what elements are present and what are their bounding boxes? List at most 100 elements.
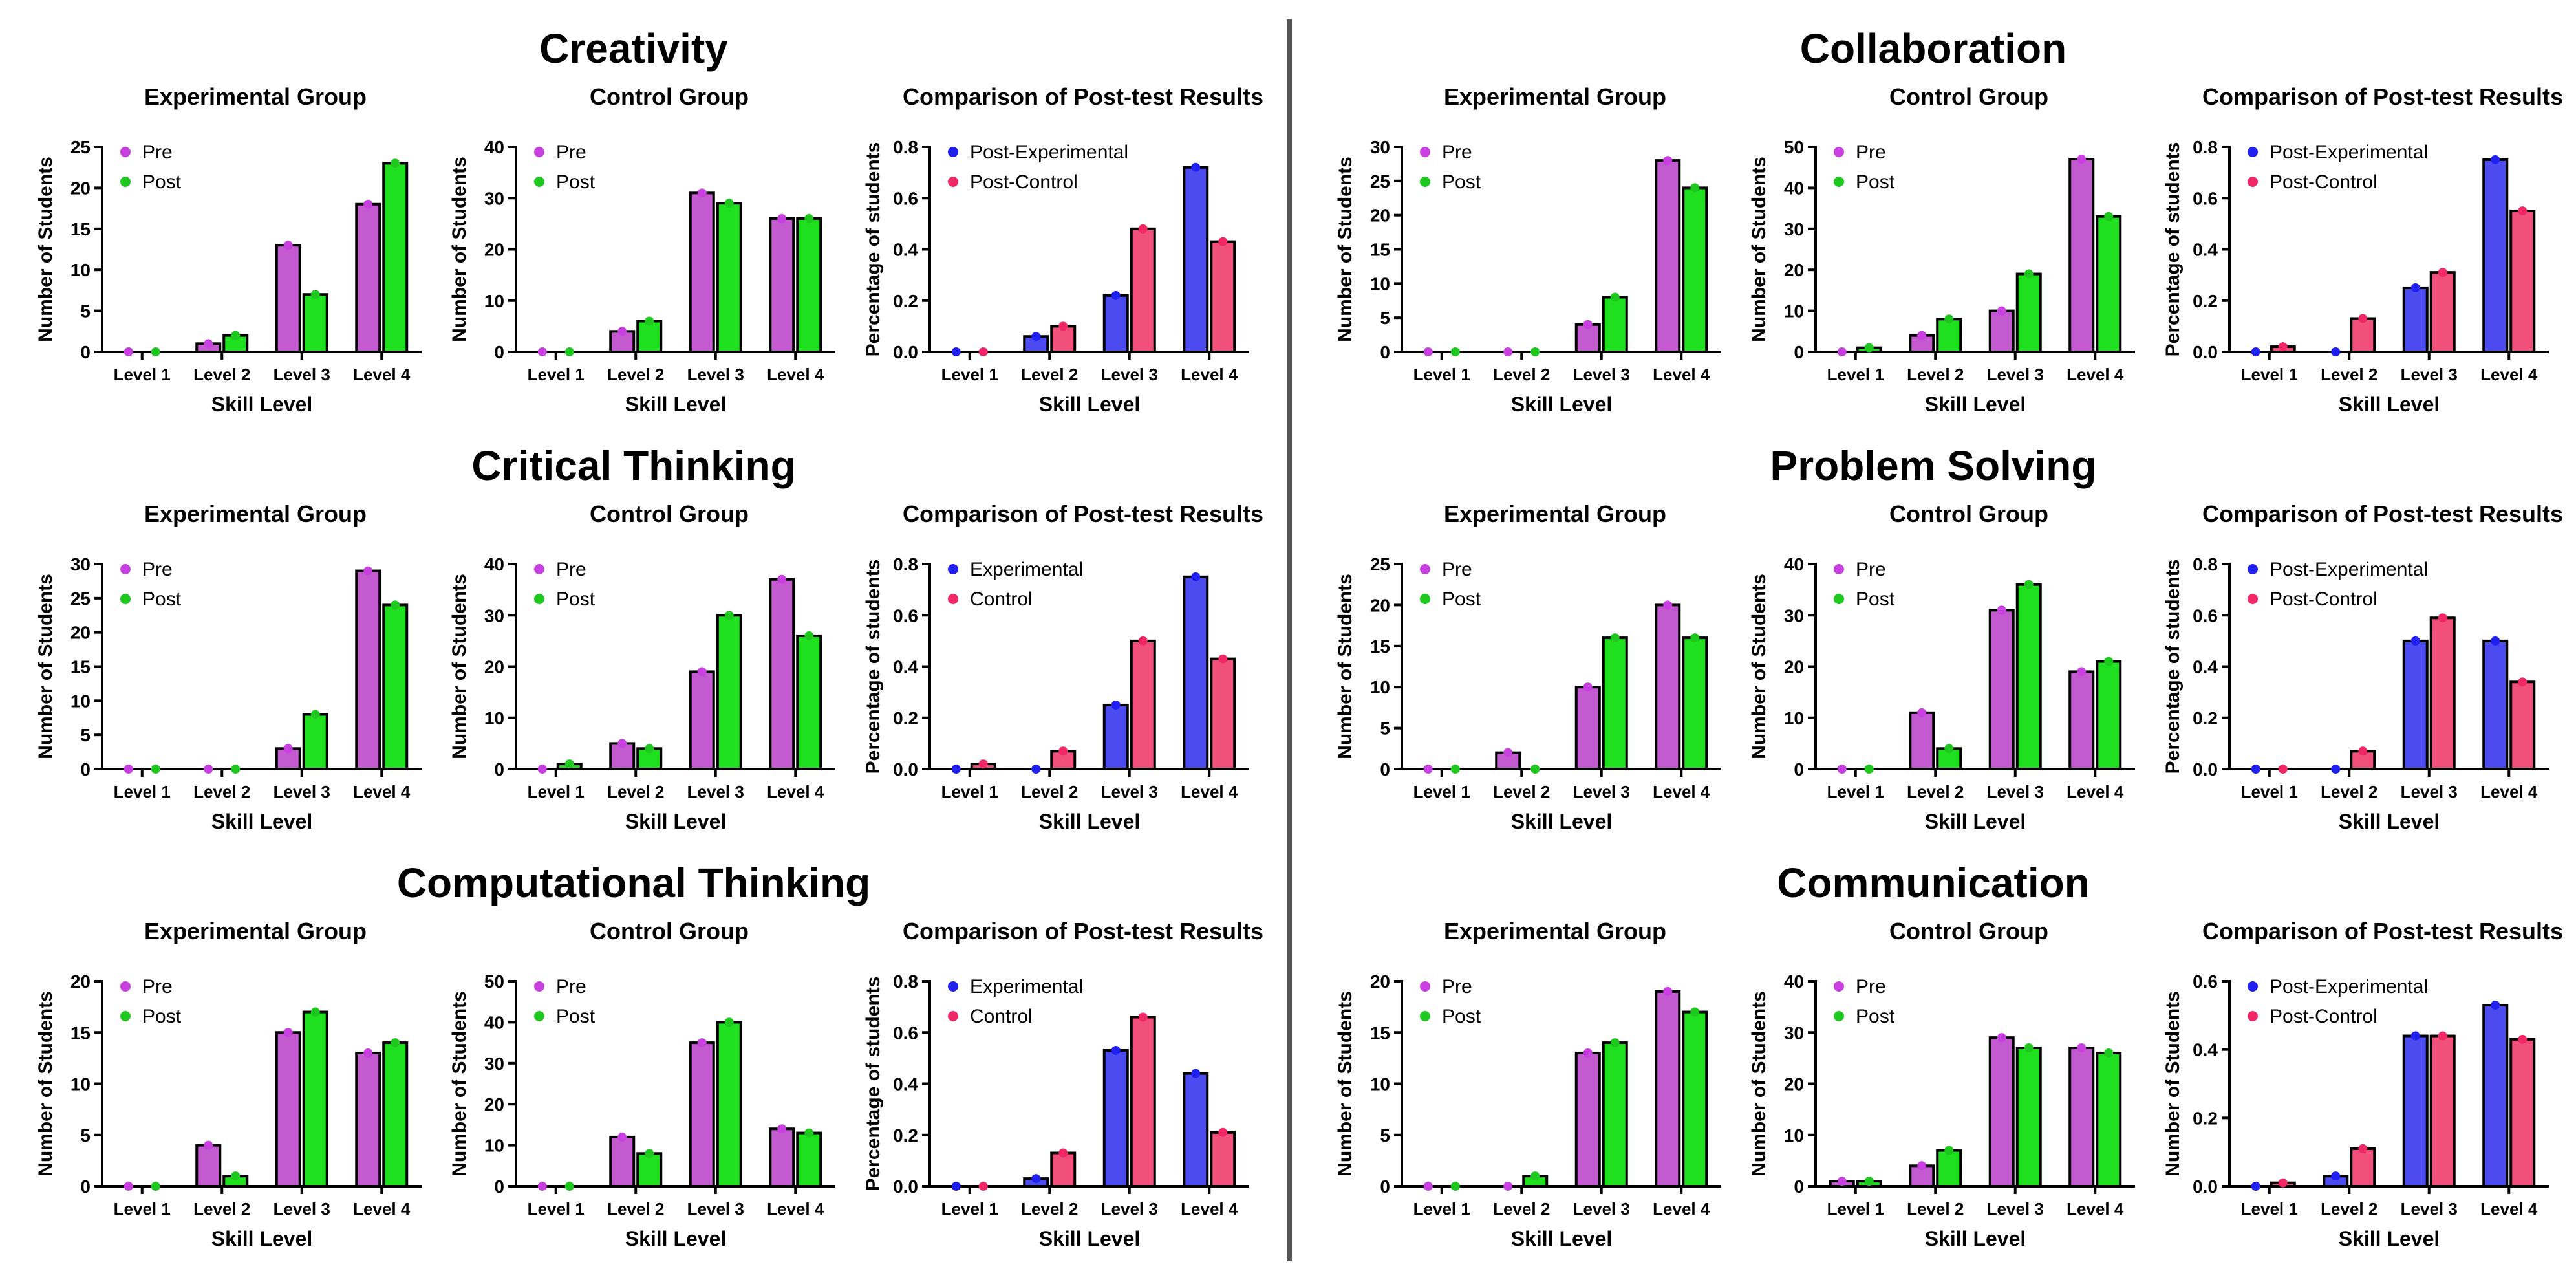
- bar-chart: Comparison of Post-test Results 0.0 0.2 0.4…: [863, 501, 1263, 833]
- x-tick-label: Level 3: [2401, 782, 2458, 801]
- x-tick-label: Level 3: [2401, 365, 2458, 384]
- data-point-post: [2024, 269, 2034, 279]
- bar-pre: [2068, 670, 2095, 770]
- x-tick-label: Level 1: [1413, 782, 1470, 801]
- x-tick-label: Level 4: [1653, 782, 1710, 801]
- data-point-exp: [1031, 765, 1041, 774]
- legend-marker-exp: [948, 564, 958, 574]
- data-point-ctrl: [978, 1182, 988, 1191]
- data-point-pre: [777, 574, 787, 584]
- x-tick-label: Level 1: [2241, 1199, 2298, 1219]
- bar-ctrl: [1130, 1016, 1156, 1188]
- x-tick-label: Level 1: [114, 782, 171, 801]
- x-axis-label: Skill Level: [1511, 393, 1613, 416]
- data-point-exp: [1111, 290, 1121, 300]
- x-tick-label: Level 3: [687, 1199, 744, 1219]
- y-tick-label: 10: [1370, 677, 1390, 697]
- data-point-post: [2104, 212, 2114, 221]
- x-tick-label: Level 1: [2241, 365, 2298, 384]
- x-axis-label: Skill Level: [625, 1227, 727, 1250]
- bar-post: [1936, 318, 1962, 353]
- chart-panel: Experimental Group 0 5 10 15 20 25 30 Number of …: [1326, 72, 1739, 448]
- y-tick-label: 15: [1370, 636, 1390, 657]
- chart-panel: Experimental Group 0 5 10 15 20 25 30 Number of …: [26, 490, 440, 865]
- data-point-post: [564, 759, 574, 769]
- x-axis-label: Skill Level: [625, 810, 727, 833]
- bar-ctrl: [1210, 240, 1236, 353]
- section-title: Critical Thinking: [471, 442, 796, 489]
- data-point-ctrl: [978, 347, 988, 356]
- y-axis-label: Percentage of students: [2162, 560, 2184, 774]
- bar-post: [1682, 636, 1708, 770]
- data-point-pre: [537, 1182, 547, 1191]
- x-axis-label: Skill Level: [1511, 810, 1613, 833]
- data-point-exp: [1191, 572, 1201, 581]
- legend-marker-pre: [1834, 564, 1844, 574]
- chart-panel: Comparison of Post-test Results 0.0 0.2 0.4…: [2153, 490, 2567, 865]
- y-tick-label: 30: [1784, 1023, 1804, 1043]
- data-point-pre: [1837, 1177, 1847, 1186]
- bar-chart: Experimental Group 0 5 10 15 20 25 Number of St…: [1335, 501, 1721, 833]
- data-point-exp: [1191, 1069, 1201, 1078]
- data-point-exp: [1191, 162, 1201, 172]
- data-point-pre: [283, 1028, 293, 1038]
- x-tick-label: Level 4: [353, 782, 411, 801]
- x-tick-label: Level 1: [1827, 782, 1884, 801]
- bar-post: [1602, 296, 1628, 354]
- bar-pre: [769, 1127, 795, 1188]
- legend-marker-exp: [948, 147, 958, 157]
- x-tick-label: Level 4: [353, 365, 411, 384]
- chart-panel: Comparison of Post-test Results 0.0 0.2 0.4…: [2153, 907, 2567, 1282]
- data-point-pre: [1997, 306, 2006, 316]
- y-axis-label: Number of Students: [1748, 157, 1770, 342]
- data-point-post: [564, 1182, 574, 1191]
- data-point-post: [1530, 1171, 1540, 1181]
- data-point-post: [1610, 633, 1620, 643]
- x-tick-label: Level 3: [1573, 365, 1630, 384]
- y-tick-label: 25: [70, 137, 91, 157]
- legend-marker-pre: [534, 564, 544, 574]
- y-tick-label: 0.2: [2193, 291, 2218, 311]
- x-tick-label: Level 1: [941, 1199, 998, 1219]
- data-point-pre: [1423, 347, 1433, 356]
- y-tick-label: 20: [484, 1094, 504, 1114]
- legend-label: Post: [1442, 589, 1481, 610]
- x-tick-label: Level 2: [1021, 1199, 1078, 1219]
- bar-chart: Experimental Group 0 5 10 15 20 Number of Stud…: [35, 918, 422, 1250]
- chart-title: Control Group: [590, 83, 749, 110]
- chart-title: Comparison of Post-test Results: [903, 501, 1263, 527]
- bar-post: [302, 293, 328, 353]
- y-tick-label: 30: [484, 605, 504, 625]
- legend-marker-post: [1420, 594, 1430, 604]
- data-point-post: [310, 1007, 320, 1017]
- y-tick-label: 0.6: [2193, 605, 2218, 625]
- y-tick-label: 15: [1370, 240, 1390, 260]
- data-point-ctrl: [1058, 321, 1068, 331]
- data-point-exp: [2331, 347, 2341, 356]
- legend-marker-pre: [1420, 564, 1430, 574]
- legend-label: Pre: [1442, 142, 1472, 163]
- data-point-ctrl: [2278, 1178, 2288, 1188]
- legend-label: Post: [1442, 171, 1481, 193]
- bar-post: [636, 320, 663, 354]
- legend-label: Pre: [1442, 559, 1472, 580]
- section-title: Collaboration: [1799, 25, 2067, 72]
- y-axis-label: Number of Students: [1335, 574, 1356, 759]
- y-tick-label: 30: [70, 554, 91, 574]
- x-tick-label: Level 2: [193, 782, 250, 801]
- bar-chart: Comparison of Post-test Results 0.0 0.2 0.4…: [2162, 83, 2563, 416]
- bar-post: [382, 1041, 409, 1188]
- x-axis-label: Skill Level: [211, 1227, 313, 1250]
- bar-pre: [769, 578, 795, 770]
- bar-chart: Control Group 0 10 20 30 40 50 Number of Studen…: [449, 918, 835, 1250]
- bar-pre: [355, 569, 381, 770]
- data-point-ctrl: [1218, 1127, 1228, 1137]
- chart-title: Comparison of Post-test Results: [2202, 918, 2563, 944]
- column-divider: [1287, 19, 1292, 1261]
- data-point-pre: [777, 213, 787, 223]
- y-tick-label: 0.0: [2193, 342, 2218, 362]
- data-point-pre: [1583, 682, 1593, 692]
- x-tick-label: Level 2: [1493, 782, 1550, 801]
- y-tick-label: 5: [80, 725, 91, 745]
- y-tick-label: 10: [1784, 1125, 1804, 1146]
